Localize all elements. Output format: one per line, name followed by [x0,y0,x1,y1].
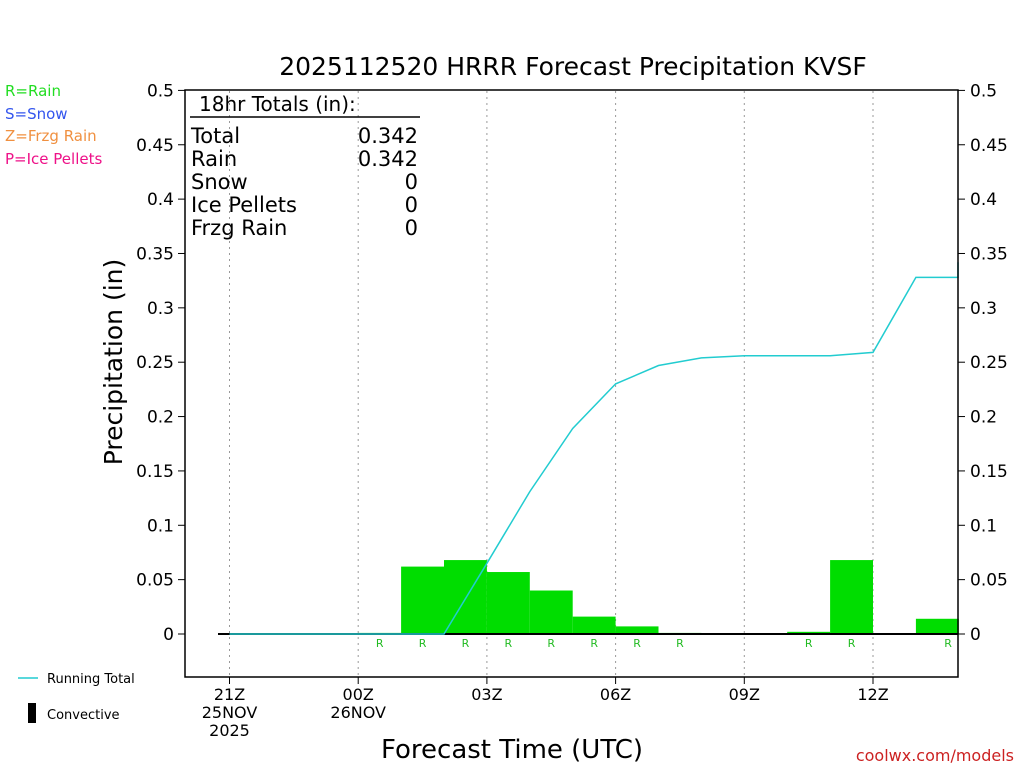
x-tick-label: 26NOV [330,703,386,722]
gridlines [230,91,874,676]
totals-value-rain: 0.342 [358,147,418,171]
y-tick-label-left: 0.1 [147,516,174,536]
type-legend-frzg-rain: Z=Frzg Rain [5,127,97,145]
series-legend: Running Total Convective [18,672,135,723]
type-legend-ice-pellets: P=Ice Pellets [5,150,102,168]
totals-value-snow: 0 [405,170,418,194]
chart-title: 2025112520 HRRR Forecast Precipitation K… [279,52,867,81]
y-tick-label-left: 0.25 [136,353,174,373]
totals-value-total: 0.342 [358,124,418,148]
ptype-mark: R [547,637,555,650]
totals-label-snow: Snow [191,170,248,194]
totals-label-frzg-rain: Frzg Rain [191,216,287,240]
y-tick-label-right: 0.05 [970,571,1008,591]
precip-bar [401,567,444,634]
y-tick-label-left: 0.2 [147,408,174,428]
totals-label-total: Total [190,124,240,148]
y-tick-label-right: 0.2 [970,408,997,428]
totals-label-rain: Rain [191,147,237,171]
type-legend-rain: R=Rain [5,82,61,100]
y-tick-label-left: 0.15 [136,462,174,482]
precip-bar [830,560,873,634]
ptype-mark: R [462,637,470,650]
ptype-mark: R [676,637,684,650]
x-tick-label: 00Z [343,685,374,704]
totals-value-ice-pellets: 0 [405,193,418,217]
y-tick-label-right: 0.35 [970,244,1008,264]
ptype-mark: R [805,637,813,650]
ptype-mark: R [944,637,952,650]
convective-legend-label: Convective [47,708,120,723]
y-tick-label-left: 0.4 [147,190,174,210]
totals-heading: 18hr Totals (in): [199,92,356,116]
y-tick-label-right: 0 [970,625,981,645]
totals-value-frzg-rain: 0 [405,216,418,240]
y-axis-right: 0.5 0.45 0.4 0.35 0.3 0.25 0.2 0.15 0.1 0.05 0 [958,81,1008,645]
y-tick-label-left: 0.45 [136,136,174,156]
y-tick-label-left: 0.35 [136,244,174,264]
y-tick-label-right: 0.45 [970,136,1008,156]
y-tick-label-left: 0 [163,625,174,645]
x-tick-label: 06Z [600,685,631,704]
x-tick-label: 09Z [729,685,760,704]
y-axis-left: 0.5 0.45 0.4 0.35 0.3 0.25 0.2 0.15 0.1 0.05 0 [136,81,185,645]
type-legend: R=Rain S=Snow Z=Frzg Rain P=Ice Pellets [5,82,102,168]
totals-box: 18hr Totals (in): Total 0.342 Rain 0.342… [190,92,420,240]
y-tick-label-right: 0.1 [970,516,997,536]
y-tick-label-right: 0.15 [970,462,1008,482]
convective-legend-swatch [28,703,36,723]
y-tick-label-right: 0.4 [970,190,997,210]
y-tick-label-left: 0.5 [147,81,174,101]
ptype-mark: R [590,637,598,650]
precip-bar [573,617,616,634]
type-legend-snow: S=Snow [5,105,68,123]
x-tick-label: 25NOV [202,703,258,722]
precip-bar [530,591,573,634]
precip-bar [916,619,959,634]
bars [358,560,959,634]
x-axis-label: Forecast Time (UTC) [381,735,643,765]
x-tick-label: 03Z [471,685,502,704]
totals-label-ice-pellets: Ice Pellets [191,193,297,217]
ptype-mark: R [633,637,641,650]
y-tick-label-left: 0.3 [147,299,174,319]
precip-bar [487,572,530,634]
x-tick-label: 2025 [209,721,250,740]
ptype-mark: R [505,637,513,650]
y-tick-label-right: 0.25 [970,353,1008,373]
x-tick-label: 12Z [857,685,888,704]
running-total-legend-label: Running Total [47,672,135,687]
credit-text: coolwx.com/models [856,746,1014,765]
x-tick-label: 21Z [214,685,245,704]
y-tick-label-left: 0.05 [136,571,174,591]
ptype-mark: R [419,637,427,650]
y-axis-label: Precipitation (in) [99,259,128,466]
y-tick-label-right: 0.5 [970,81,997,101]
precip-bar [616,626,659,634]
y-tick-label-right: 0.3 [970,299,997,319]
ptype-mark: R [376,637,384,650]
ptype-mark: R [848,637,856,650]
